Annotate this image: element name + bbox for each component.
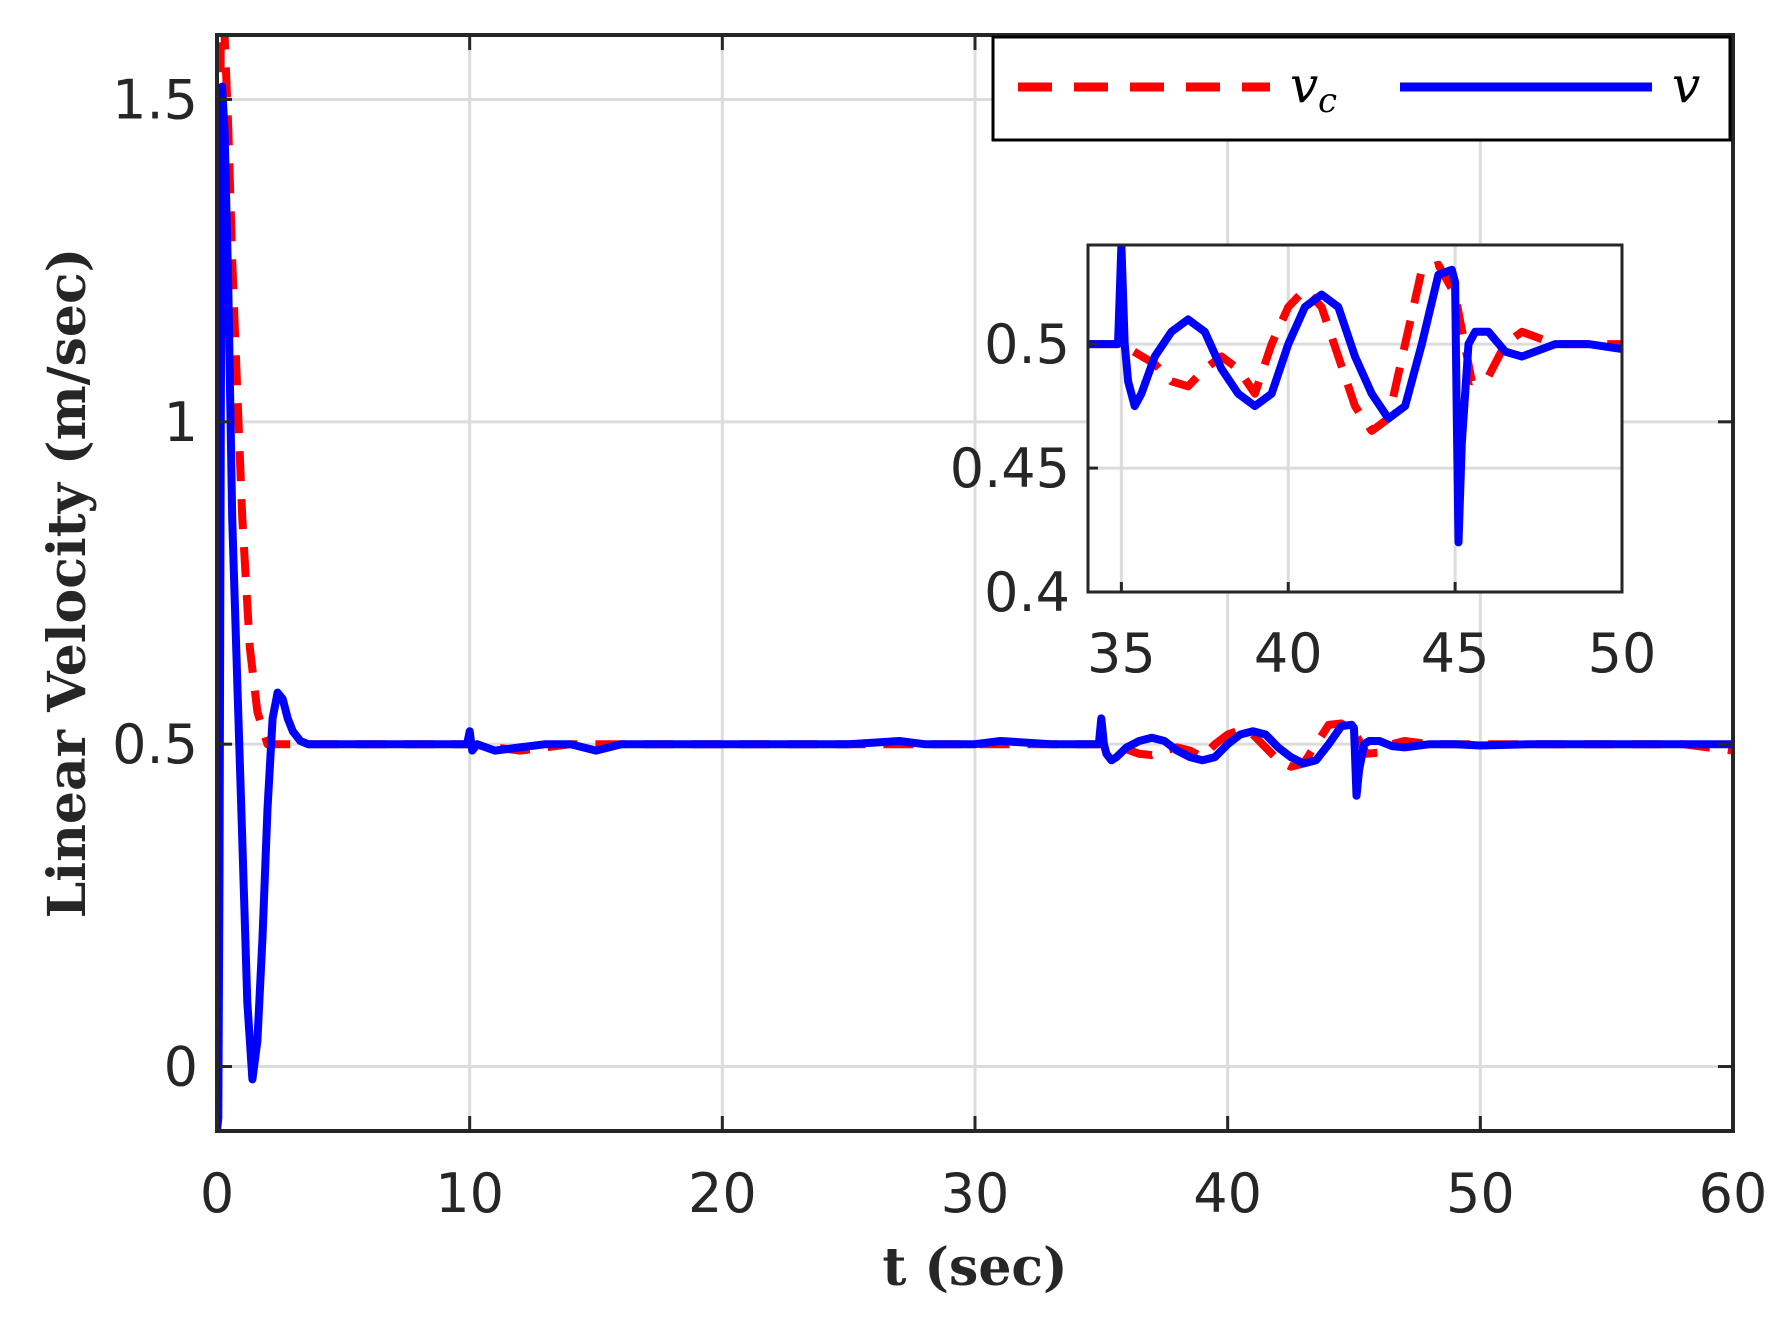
y-tick-label: 1 [164,391,198,454]
x-tick-label: 60 [1699,1162,1768,1225]
inset-series-v-line [1088,245,1622,547]
y-tick-label: 0 [164,1036,198,1099]
inset-series [1088,245,1622,547]
inset-series-vc-line [1088,260,1622,435]
legend-v-label: v [1672,56,1700,114]
inset-y-tick-label: 0.45 [950,437,1070,500]
inset-background [1088,245,1622,592]
legend-vc-subscript: c [1318,81,1337,121]
x-tick-label: 20 [688,1162,757,1225]
y-tick-label: 1.5 [112,68,198,131]
main-series [217,35,1733,1131]
x-tick-label: 0 [200,1162,234,1225]
x-tick-label: 30 [941,1162,1010,1225]
main-ticks: 0 10 20 30 40 50 60 0 0.5 1 1.5 [112,35,1767,1225]
inset-x-tick-label: 45 [1421,622,1490,685]
inset-x-tick-label: 50 [1588,622,1657,685]
y-axis-title: Linear Velocity (m/sec) [37,248,98,919]
y-tick-label: 0.5 [112,713,198,776]
x-tick-label: 50 [1446,1162,1515,1225]
inset-frame [1086,243,1624,594]
legend-vc-label: v [1290,56,1318,114]
x-tick-label: 40 [1193,1162,1262,1225]
inset-plot-area [1088,245,1622,592]
inset-x-tick-label: 35 [1087,622,1156,685]
inset-ticks: 35 40 45 50 0.4 0.45 0.5 [950,313,1657,685]
inset-axes [1086,243,1624,594]
series-v-line [217,82,1733,1131]
inset-y-tick-label: 0.5 [984,313,1070,376]
inset-x-tick-label: 40 [1254,622,1323,685]
inset-y-tick-label: 0.4 [984,561,1070,624]
x-tick-label: 10 [435,1162,504,1225]
x-axis-title: t (sec) [882,1237,1067,1298]
legend: v c v [991,35,1732,142]
